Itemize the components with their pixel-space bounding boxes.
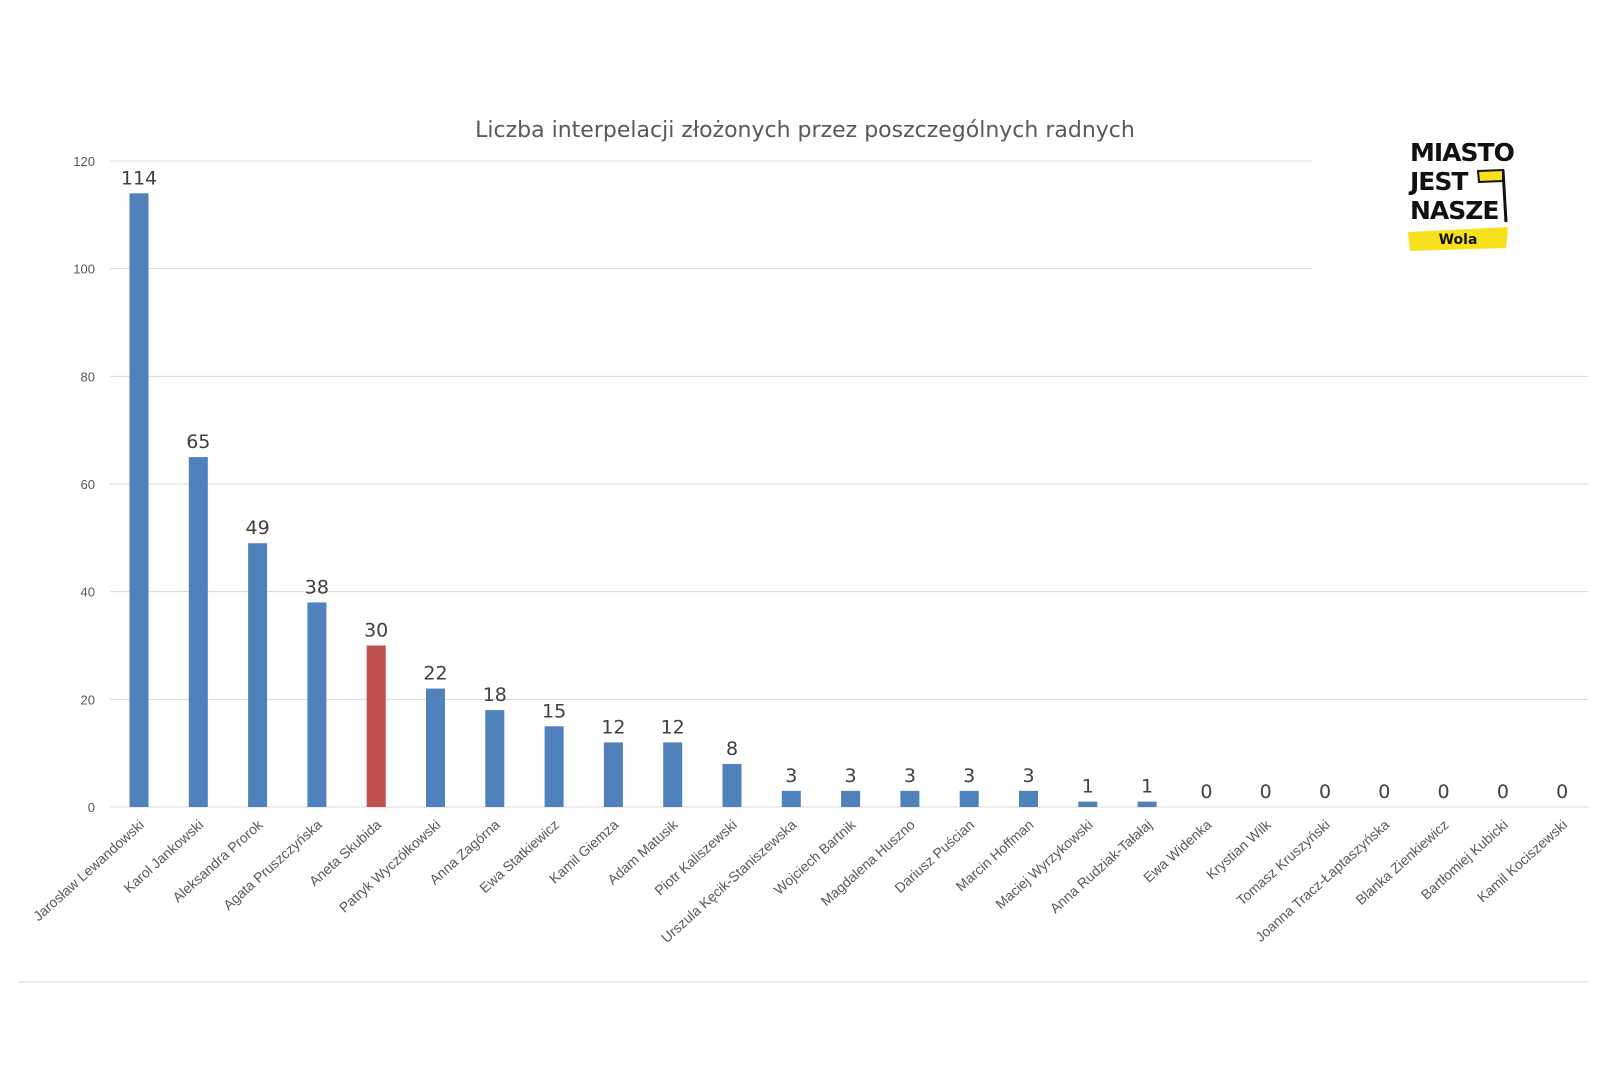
data-label: 65 bbox=[186, 431, 210, 453]
y-tick-label: 20 bbox=[81, 692, 95, 707]
data-label: 3 bbox=[1022, 765, 1034, 787]
bar bbox=[1137, 801, 1157, 807]
data-label: 0 bbox=[1319, 781, 1331, 803]
x-tick-label: Anna Rudziak-Tałałaj bbox=[1047, 816, 1155, 916]
y-tick-label: 100 bbox=[73, 262, 95, 277]
bar bbox=[544, 726, 564, 807]
bar bbox=[129, 193, 149, 808]
x-tick-label: Jarosław Lewandowski bbox=[30, 816, 147, 924]
data-label: 0 bbox=[1438, 781, 1450, 803]
bar bbox=[722, 763, 742, 807]
data-label: 0 bbox=[1378, 781, 1390, 803]
y-axis-ticks: 0 20 40 60 80 100 120 bbox=[73, 154, 95, 815]
data-labels: 114 65 49 38 30 22 18 15 12 12 8 3 3 3 3 3 1 1 0 0 0 0 0 0 0 bbox=[121, 167, 1568, 803]
bar bbox=[426, 688, 445, 807]
bar bbox=[663, 742, 683, 807]
x-tick-label: Agata Pruszczyńska bbox=[220, 816, 325, 913]
y-tick-label: 60 bbox=[81, 477, 95, 492]
data-label: 3 bbox=[785, 765, 797, 787]
data-label: 49 bbox=[246, 517, 270, 539]
gridlines bbox=[110, 160, 1588, 808]
data-label: 0 bbox=[1556, 781, 1568, 803]
data-label: 1 bbox=[1141, 776, 1153, 798]
data-label: 12 bbox=[661, 716, 685, 738]
chart-title: Liczba interpelacji złożonych przez posz… bbox=[475, 118, 1135, 143]
data-label: 0 bbox=[1260, 781, 1272, 803]
data-label: 3 bbox=[845, 765, 857, 787]
bar bbox=[307, 602, 327, 807]
y-tick-label: 80 bbox=[81, 369, 95, 384]
bar bbox=[959, 790, 979, 807]
data-label: 114 bbox=[121, 167, 157, 189]
bar bbox=[248, 543, 268, 807]
logo-line-3: NASZE bbox=[1410, 196, 1498, 225]
bar bbox=[366, 645, 386, 807]
miasto-jest-nasze-logo: MIASTO JEST NASZE Wola bbox=[1408, 138, 1515, 251]
y-tick-label: 0 bbox=[88, 800, 95, 815]
logo-highlight-stroke bbox=[1408, 227, 1508, 251]
bar bbox=[841, 790, 861, 807]
data-label: 8 bbox=[726, 738, 738, 760]
data-label: 3 bbox=[963, 765, 975, 787]
data-label: 15 bbox=[542, 700, 566, 722]
bar bbox=[1019, 790, 1038, 807]
data-label: 0 bbox=[1200, 781, 1212, 803]
bar bbox=[900, 790, 920, 807]
logo-line-2: JEST bbox=[1408, 167, 1468, 196]
bar bbox=[781, 790, 801, 807]
data-label: 38 bbox=[305, 576, 329, 598]
data-label: 3 bbox=[904, 765, 916, 787]
logo-line-1: MIASTO bbox=[1410, 138, 1514, 167]
data-label: 18 bbox=[483, 684, 507, 706]
bar bbox=[485, 710, 505, 807]
y-tick-label: 120 bbox=[73, 154, 95, 169]
x-tick-label: Maciej Wyrzykowski bbox=[992, 816, 1096, 912]
flag-icon bbox=[1476, 168, 1508, 223]
bar bbox=[603, 742, 623, 807]
logo-sub-label: Wola bbox=[1439, 232, 1478, 248]
data-label: 22 bbox=[423, 663, 447, 685]
data-label: 1 bbox=[1082, 776, 1094, 798]
data-label: 12 bbox=[601, 716, 625, 738]
bar bbox=[188, 457, 208, 807]
x-tick-label: Patryk Wyczółkowski bbox=[336, 816, 444, 915]
y-tick-label: 40 bbox=[81, 585, 95, 600]
bar bbox=[1078, 801, 1098, 807]
data-label: 30 bbox=[364, 620, 388, 642]
bars bbox=[129, 193, 1157, 808]
data-label: 0 bbox=[1497, 781, 1509, 803]
